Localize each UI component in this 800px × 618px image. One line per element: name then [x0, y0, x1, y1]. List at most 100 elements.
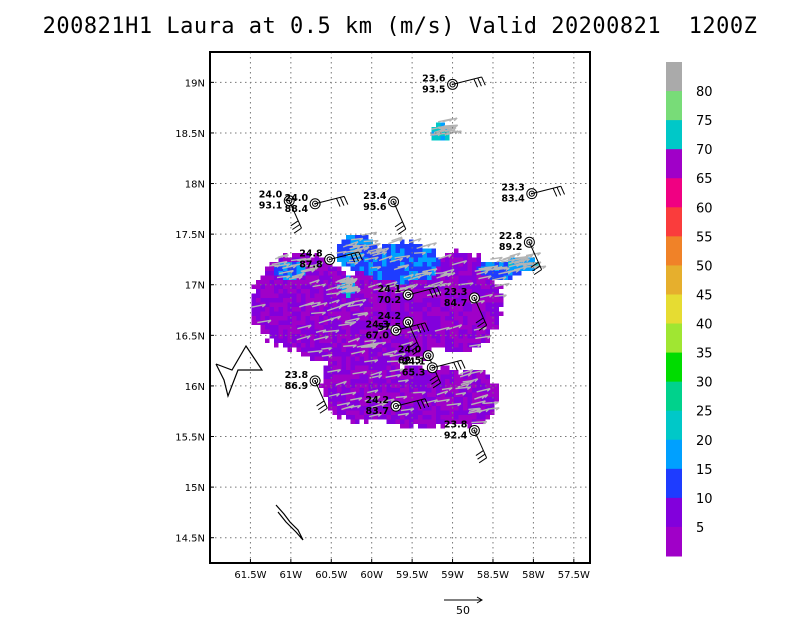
colorbar-label: 45	[696, 288, 713, 303]
wind-barb	[288, 200, 302, 229]
colorbar-label: 50	[696, 259, 713, 274]
wind-barb-feather	[477, 321, 486, 328]
wind-barb-feather	[398, 228, 407, 235]
y-tick-label: 19N	[185, 78, 205, 89]
colorbar-segment	[666, 294, 682, 325]
wind-barb-feather	[420, 399, 426, 409]
station-temperature: 23.8	[444, 419, 468, 430]
colorbar-label: 25	[696, 405, 713, 420]
grid-lines	[210, 52, 590, 563]
wind-barb-feather	[533, 269, 542, 276]
wind-barb-feather	[319, 407, 328, 414]
station-plot: 23.495.6	[363, 191, 407, 235]
wind-barb	[432, 359, 462, 369]
station-plot: 24.093.1	[259, 190, 302, 234]
reference-vector-label: 50	[456, 604, 470, 617]
station-temperature: 24.1	[402, 357, 425, 368]
station-inner-circle	[326, 256, 333, 263]
x-tick-label: 60.5W	[315, 570, 347, 581]
colorbar-segment	[666, 381, 682, 412]
station-pressure: 84.7	[444, 298, 467, 309]
x-tick-label: 58.5W	[477, 570, 509, 581]
y-tick-label: 16.5N	[175, 331, 205, 342]
colorbar-segment	[666, 526, 682, 557]
y-tick-label: 18N	[185, 180, 205, 191]
coastlines	[215, 344, 304, 541]
station-inner-circle	[449, 81, 456, 88]
wind-barb	[473, 297, 488, 326]
wind-barb-feather	[293, 227, 302, 234]
station-temperature: 23.6	[422, 73, 446, 84]
wind-barb-feather	[428, 289, 434, 298]
colorbar-segment	[666, 497, 682, 528]
x-tick-label: 61.5W	[234, 570, 266, 581]
wind-barb-feather	[316, 400, 325, 407]
station-inner-circle	[392, 403, 400, 410]
station-temperature: 24.2	[378, 311, 401, 322]
station-pressure: 89.2	[499, 242, 522, 253]
station-inner-circle	[404, 291, 412, 298]
station-plot: 23.693.5	[422, 73, 486, 95]
colorbar-label: 35	[696, 347, 713, 362]
station-temperature: 24.8	[299, 248, 323, 259]
colorbar-label: 10	[696, 492, 713, 507]
station-temperature: 24.0	[285, 193, 309, 204]
wind-barb-feather	[477, 77, 482, 87]
colorbar-segment	[666, 62, 682, 92]
station-pressure: 95.6	[363, 202, 387, 213]
colorbar: 5 10 15 20 25 30 35 40 45 50 55 60 65 70 75 80	[666, 62, 713, 557]
colorbar-segment	[666, 236, 682, 266]
station-plot: 23.892.4	[444, 419, 488, 464]
station-pressure: 93.5	[422, 84, 445, 95]
wind-barb	[473, 430, 488, 459]
station-inner-circle	[425, 352, 432, 359]
station-plot: 24.367.0	[366, 319, 430, 341]
wind-barb-feather	[339, 197, 345, 206]
y-tick-label: 15.5N	[175, 433, 205, 444]
colorbar-segment	[666, 410, 682, 441]
station-plot: 23.384.7	[444, 287, 488, 331]
colorbar-label: 75	[696, 114, 713, 129]
wind-barb-feather	[460, 360, 466, 369]
station-plot: 24.088.4	[285, 193, 349, 215]
station-temperature: 24.2	[366, 395, 389, 406]
wind-barb-feather	[556, 187, 562, 196]
station-pressure: 83.4	[501, 194, 525, 205]
wind-barb-feather	[335, 198, 341, 207]
wind-barb-feather	[453, 362, 458, 371]
station-temperature: 23.3	[501, 183, 524, 194]
colorbar-segment	[666, 439, 682, 470]
station-inner-circle	[392, 327, 400, 334]
wind-barb	[407, 286, 438, 296]
station-plot: 22.889.2	[499, 231, 543, 276]
colorbar-label: 5	[696, 521, 704, 536]
station-pressure: 70.2	[378, 295, 401, 306]
wind-barb-feather	[416, 400, 422, 410]
plot-frame	[209, 51, 591, 564]
colorbar-label: 55	[696, 230, 713, 245]
station-inner-circle	[429, 364, 436, 371]
wind-barb-feather	[412, 349, 421, 355]
station-temperature: 23.4	[363, 191, 387, 202]
wind-barb-feather	[530, 261, 539, 268]
colorbar-segment	[666, 323, 682, 354]
colorbar-segment	[666, 91, 682, 121]
wind-barb-feather	[350, 253, 356, 263]
station-inner-circle	[286, 197, 293, 204]
wind-barb-feather	[429, 375, 438, 382]
wind-barb-feather	[436, 287, 442, 296]
station-inner-circle	[390, 198, 397, 205]
y-tick-label: 14.5N	[175, 534, 205, 545]
wind-barb	[395, 398, 426, 407]
x-tick-label: 59W	[441, 570, 464, 581]
wind-barb	[528, 242, 543, 270]
x-tick-label: 57.5W	[558, 570, 590, 581]
station-pressure: 86.9	[285, 381, 308, 392]
wind-barb-feather	[424, 398, 430, 408]
wind-barb-feather	[343, 196, 349, 205]
x-tick-label: 59.5W	[396, 570, 428, 581]
station-pressure: 92.4	[444, 430, 468, 441]
colorbar-label: 40	[696, 318, 713, 333]
wind-barb-feather	[481, 76, 486, 86]
